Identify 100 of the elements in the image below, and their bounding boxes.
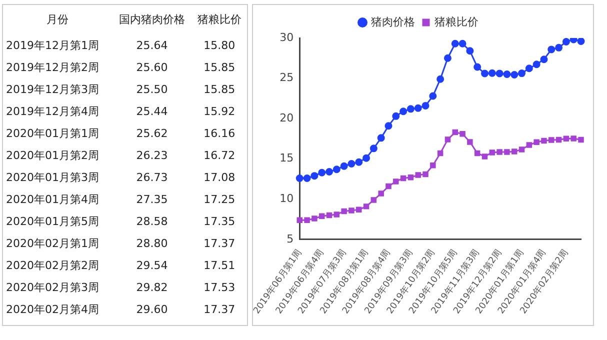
data-label: 29.54 (135, 258, 169, 274)
category-label: 2020年02月第1周 (5, 236, 100, 252)
point (318, 213, 325, 219)
data-label: 17.35 (202, 214, 236, 230)
data-label: 17.51 (202, 258, 236, 274)
point (392, 112, 400, 120)
point (444, 136, 451, 142)
point (482, 154, 488, 160)
text: 月份 (46, 12, 70, 28)
data-label: 15.85 (202, 82, 236, 98)
point (414, 104, 422, 112)
data-label: 17.08 (202, 170, 236, 186)
y-tick-label: 5 (286, 232, 294, 246)
point (355, 158, 363, 166)
point (304, 217, 310, 224)
point (310, 172, 318, 180)
point (422, 102, 430, 110)
data-label: 17.37 (202, 302, 236, 318)
point (406, 105, 414, 113)
point (503, 70, 511, 78)
category-label: 2019年12月第4周 (5, 104, 100, 120)
point (377, 134, 385, 142)
point (326, 168, 334, 176)
text: 猪粮比价 (196, 12, 242, 28)
data-label: 28.80 (135, 236, 169, 252)
point (356, 206, 362, 213)
data-label: 25.60 (135, 60, 169, 76)
data-label: 29.82 (135, 280, 169, 296)
point (532, 60, 540, 68)
point (362, 154, 370, 162)
point (348, 160, 356, 168)
category-label: 2020年02月第3周 (5, 280, 100, 296)
point (541, 138, 547, 144)
data-label: 26.73 (135, 170, 169, 186)
y-tick-label: 25 (280, 71, 294, 84)
category-label: 2020年01月第2周 (5, 148, 100, 164)
legend-label: 猪粮比价 (434, 15, 478, 28)
y-tick-label: 30 (280, 30, 294, 44)
point (496, 149, 502, 155)
point (340, 162, 348, 170)
point (548, 46, 556, 54)
data-label: 25.64 (135, 38, 169, 54)
point (563, 136, 570, 142)
point (525, 64, 533, 72)
data-label: 25.44 (135, 104, 169, 120)
point (526, 142, 532, 148)
category-label: 2020年02月第4周 (5, 302, 100, 318)
point (332, 166, 340, 174)
category-label: 2019年12月第1周 (5, 38, 100, 54)
point (393, 178, 399, 184)
point (562, 38, 570, 46)
category-label: 2020年01月第1周 (5, 126, 100, 142)
point (312, 216, 318, 222)
point (386, 183, 392, 190)
point (534, 139, 540, 145)
data-label: 15.85 (202, 60, 236, 76)
data-label: 16.72 (202, 148, 236, 164)
point (436, 75, 444, 83)
point (363, 204, 370, 210)
data-label: 15.80 (202, 38, 236, 54)
data-label: 28.58 (135, 214, 169, 230)
point (430, 162, 436, 168)
point (334, 212, 340, 218)
category-label: 2020年01月第5周 (5, 214, 100, 230)
point (422, 171, 428, 178)
point (518, 146, 525, 152)
point (548, 137, 554, 143)
point (578, 136, 584, 143)
point (458, 40, 466, 48)
data-label: 17.37 (202, 236, 236, 252)
point (400, 108, 408, 116)
point (341, 208, 347, 214)
point (570, 136, 576, 142)
data-label: 25.50 (135, 82, 169, 98)
point (467, 139, 473, 145)
point (370, 144, 378, 152)
point (555, 44, 563, 52)
data-label: 17.25 (202, 192, 236, 208)
point (415, 172, 421, 178)
point (489, 150, 496, 156)
category-label: 2020年02月第2周 (5, 258, 100, 274)
point (384, 122, 392, 130)
point (348, 208, 354, 214)
point (444, 54, 452, 62)
point (474, 150, 480, 156)
category-label: 2020年01月第3周 (5, 170, 100, 186)
point (326, 212, 332, 218)
point (510, 71, 518, 78)
point (318, 168, 326, 176)
data-label: 29.60 (135, 302, 169, 318)
point (378, 190, 384, 196)
data-label: 16.16 (202, 126, 236, 142)
point (451, 40, 459, 48)
point (577, 38, 585, 45)
data-label: 15.92 (202, 104, 236, 120)
point (452, 129, 458, 136)
data-label: 27.35 (135, 192, 169, 208)
point (511, 148, 518, 154)
y-tick-label: 10 (280, 192, 294, 206)
point (429, 92, 437, 100)
